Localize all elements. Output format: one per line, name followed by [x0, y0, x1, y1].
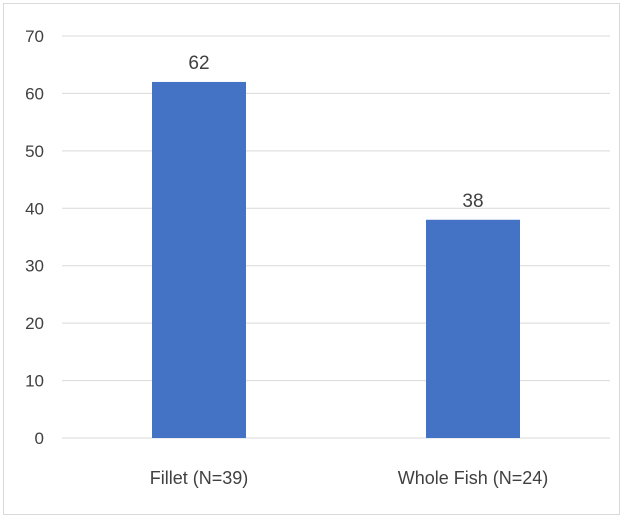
y-tick-label: 40: [25, 199, 44, 218]
y-axis-ticks: 0 10 20 30 40 50 60 70: [25, 27, 44, 448]
y-tick-label: 0: [35, 429, 44, 448]
y-tick-label: 50: [25, 142, 44, 161]
data-label: 62: [188, 53, 209, 74]
x-category-label: Whole Fish (N=24): [398, 468, 549, 488]
bar-0: [152, 81, 246, 438]
x-axis-labels: Fillet (N=39) Whole Fish (N=24): [150, 468, 549, 488]
y-tick-label: 60: [25, 84, 44, 103]
gridlines: [62, 35, 610, 439]
y-tick-label: 10: [25, 372, 44, 391]
data-labels: 62 38: [188, 53, 483, 212]
y-tick-label: 30: [25, 257, 44, 276]
y-tick-label: 70: [25, 27, 44, 46]
bar-1: [426, 219, 520, 438]
x-category-label: Fillet (N=39): [150, 468, 249, 488]
y-tick-label: 20: [25, 314, 44, 333]
data-label: 38: [462, 191, 483, 212]
bars: [152, 81, 520, 438]
